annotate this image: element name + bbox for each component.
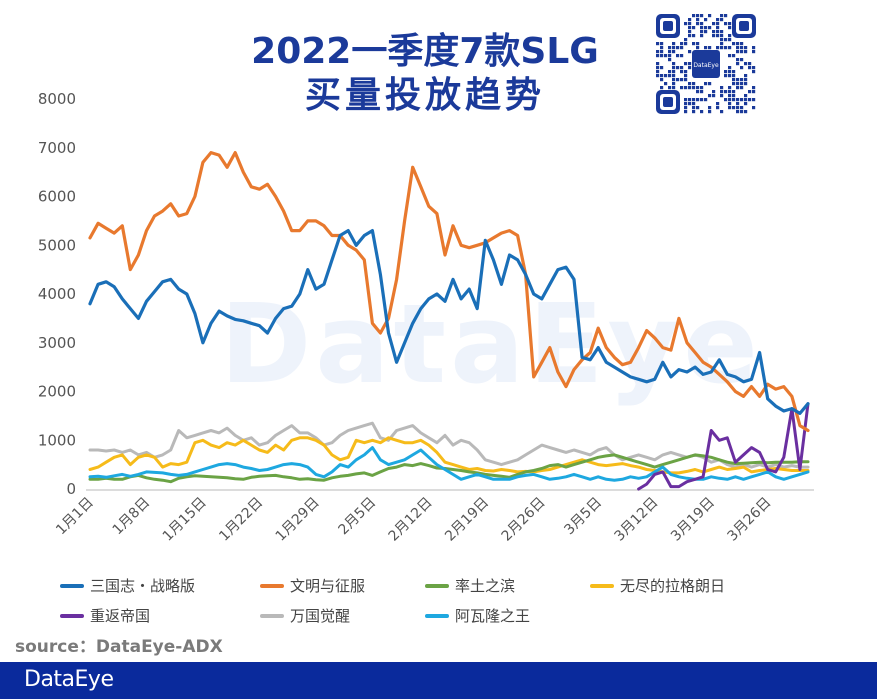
y-tick-label: 0	[66, 480, 76, 498]
y-tick-label: 2000	[38, 383, 76, 401]
x-tick-label: 1月1日	[53, 495, 97, 539]
x-tick-label: 1月29日	[273, 495, 323, 545]
series-line-4	[637, 402, 810, 491]
x-tick-label: 3月19日	[668, 495, 718, 545]
legend-swatch	[425, 613, 449, 618]
qr-code-icon: DataEye	[652, 10, 760, 118]
x-tick-label: 1月22日	[216, 495, 266, 545]
legend-swatch	[590, 583, 614, 588]
source-note: source：DataEye-ADX	[15, 637, 223, 657]
series-layer	[88, 151, 810, 491]
chart-title-line-1: 2022一季度7款SLG	[251, 31, 599, 72]
y-tick-label: 1000	[38, 431, 76, 449]
x-tick-label: 3月5日	[561, 495, 605, 539]
legend-item: 三国志・战略版	[60, 575, 195, 596]
legend-label: 重返帝国	[90, 607, 151, 625]
qr-center-logo	[692, 50, 720, 78]
legend-swatch	[260, 613, 284, 618]
legend-label: 无尽的拉格朗日	[620, 577, 726, 595]
legend-label: 三国志・战略版	[90, 577, 196, 595]
legend-swatch	[60, 613, 84, 618]
legend-label: 阿瓦隆之王	[455, 607, 531, 625]
x-tick-label: 2月19日	[442, 495, 492, 545]
legend-item: 率土之滨	[425, 575, 515, 596]
series-line-0	[88, 229, 810, 415]
y-tick-label: 6000	[38, 188, 76, 206]
y-tick-label: 3000	[38, 334, 76, 352]
footer-bar: DataEye	[0, 662, 877, 699]
y-tick-label: 4000	[38, 285, 76, 303]
y-tick-label: 7000	[38, 139, 76, 157]
legend-item: 阿瓦隆之王	[425, 605, 530, 626]
y-tick-label: 5000	[38, 236, 76, 254]
x-tick-label: 2月5日	[335, 495, 379, 539]
x-tick-label: 2月12日	[386, 495, 436, 545]
x-tick-label: 2月26日	[499, 495, 549, 545]
legend-item: 文明与征服	[260, 575, 365, 596]
legend-label: 文明与征服	[290, 577, 366, 595]
watermark: DataEye	[220, 280, 762, 408]
series-line-6	[88, 446, 810, 482]
series-line-2	[88, 453, 810, 484]
legend-label: 率土之滨	[455, 577, 516, 595]
qr-center-label: DataEye	[693, 62, 719, 69]
y-axis: 0 1000 2000 3000 4000 5000 6000 7000 8000	[38, 90, 76, 498]
x-tick-label: 3月26日	[724, 495, 774, 545]
series-line-3	[88, 436, 810, 475]
series-line-5	[88, 421, 810, 469]
legend-item: 重返帝国	[60, 605, 150, 626]
x-tick-label: 1月15日	[160, 495, 210, 545]
chart-title-line-2: 买量投放趋势	[304, 75, 545, 116]
x-tick-label: 3月12日	[612, 495, 662, 545]
legend-item: 万国觉醒	[260, 605, 350, 626]
legend-swatch	[425, 583, 449, 588]
legend-label: 万国觉醒	[290, 607, 351, 625]
x-tick-label: 1月8日	[110, 495, 154, 539]
series-line-1	[88, 151, 810, 433]
legend-item: 无尽的拉格朗日	[590, 575, 725, 596]
legend-swatch	[260, 583, 284, 588]
legend-swatch	[60, 583, 84, 588]
footer-brand-logo: DataEye	[24, 667, 114, 692]
x-axis: 1月1日 1月8日 1月15日 1月22日 1月29日 2月5日 2月12日 2月19日 2月2…	[53, 495, 774, 545]
y-tick-label: 8000	[38, 90, 76, 108]
